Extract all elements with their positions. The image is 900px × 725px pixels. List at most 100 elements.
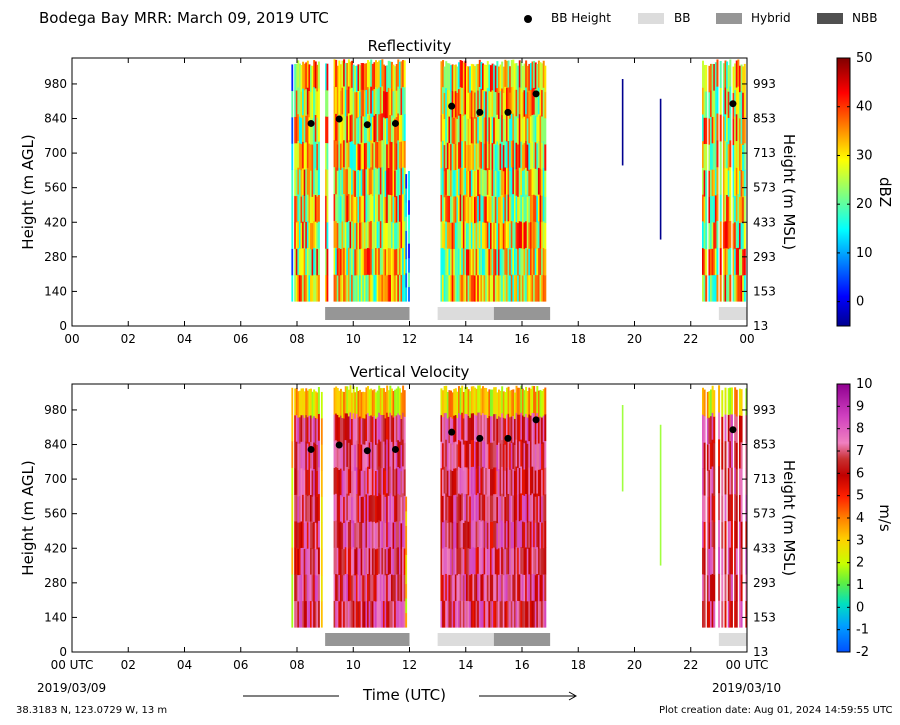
bb-height-point — [363, 447, 371, 455]
legend-bb-label: BB — [674, 11, 691, 25]
x-tick-label: 14 — [458, 658, 473, 672]
y-tick-label: 280 — [44, 250, 67, 264]
start-date-label: 2019/03/09 — [37, 681, 107, 695]
isolated-echo — [659, 98, 662, 240]
x-tick-label: 18 — [571, 658, 586, 672]
x-tick-label: 06 — [233, 332, 248, 346]
legend-bb-height-marker — [524, 15, 532, 23]
bb-type-segment — [325, 633, 410, 646]
bb-type-segment — [718, 633, 747, 646]
colorbar-tick-label: 6 — [856, 466, 864, 481]
bb-height-point — [729, 100, 737, 108]
y-tick-label: 140 — [44, 610, 67, 624]
isolated-echo — [621, 405, 624, 492]
colorbar-tick-label: 9 — [856, 399, 864, 414]
y-tick-label: 560 — [44, 507, 67, 521]
y-tick-label: 700 — [44, 472, 67, 486]
y-tick-label: 980 — [44, 403, 67, 417]
y-axis-label: Height (m AGL) — [19, 460, 37, 575]
colorbar-tick-label: 30 — [856, 148, 873, 163]
colorbar-tick-label: 10 — [856, 246, 873, 261]
y-tick-label-right: 853 — [753, 112, 776, 126]
x-tick-label: 22 — [683, 332, 698, 346]
x-tick-label: 16 — [514, 658, 529, 672]
x-tick-label: 02 — [121, 658, 136, 672]
bb-height-point — [476, 108, 484, 116]
bb-height-point — [307, 445, 315, 453]
colorbar-gradient — [836, 57, 851, 327]
x-tick-label: 10 — [346, 658, 361, 672]
isolated-echo — [621, 79, 624, 166]
x-tick-label: 18 — [571, 332, 586, 346]
x-tick-label: 10 — [346, 332, 361, 346]
panel-title: Reflectivity — [368, 37, 452, 55]
colorbar: 0 10 20 30 40 50 dBZ — [836, 51, 894, 327]
x-tick-label: 00 UTC — [726, 658, 769, 672]
colorbar-tick-label: 20 — [856, 197, 873, 212]
y-tick-label-right: 293 — [753, 576, 776, 590]
bb-height-point — [391, 119, 399, 127]
heatmap — [291, 385, 748, 628]
colorbar-tick-label: 3 — [856, 533, 864, 548]
colorbar-tick-label: 4 — [856, 511, 864, 526]
x-axis-label: Time (UTC) — [363, 686, 446, 704]
y-tick-label-right: 13 — [753, 645, 768, 659]
colorbar-label: m/s — [876, 504, 894, 532]
x-tick-label: 20 — [627, 332, 642, 346]
y-tick-label-right: 993 — [753, 403, 776, 417]
colorbar-tick-label: 8 — [856, 422, 864, 437]
colorbar-tick-label: 1 — [856, 578, 864, 593]
y-tick-label-right: 853 — [753, 438, 776, 452]
figure-title: Bodega Bay MRR: March 09, 2019 UTC — [39, 9, 329, 27]
bb-type-segment — [493, 307, 551, 320]
x-tick-label: 00 — [739, 332, 754, 346]
bb-height-point — [504, 108, 512, 116]
colorbar-tick-label: 5 — [856, 489, 864, 504]
isolated-echo — [659, 424, 662, 566]
colorbar: -2 -1 0 1 2 3 4 5 6 7 8 9 10 m/s — [836, 377, 894, 660]
y-tick-label-right: 713 — [753, 146, 776, 160]
y-tick-label-right: 153 — [753, 284, 776, 298]
legend-bb-height-label: BB Height — [551, 11, 611, 25]
x-tick-label: 16 — [514, 332, 529, 346]
x-tick-label: 08 — [289, 658, 304, 672]
bb-height-point — [448, 428, 456, 436]
y-axis-label: Height (m AGL) — [19, 134, 37, 249]
station-coordinates: 38.3183 N, 123.0729 W, 13 m — [16, 705, 168, 716]
colorbar-tick-label: 2 — [856, 556, 864, 571]
colorbar-tick-label: -1 — [856, 623, 869, 638]
plot-frame — [71, 383, 748, 653]
x-tick-label: 04 — [177, 658, 192, 672]
x-tick-label: 12 — [402, 658, 417, 672]
y-axis-label-right: Height (m MSL) — [780, 134, 798, 250]
end-date-label: 2019/03/10 — [712, 681, 782, 695]
legend-hybrid-label: Hybrid — [751, 11, 791, 25]
heatmap — [291, 59, 746, 302]
y-tick-label: 700 — [44, 146, 67, 160]
legend-bb-swatch — [638, 13, 664, 24]
colorbar-tick-label: -2 — [856, 645, 869, 660]
y-tick-label: 420 — [44, 215, 67, 229]
bb-height-point — [532, 90, 540, 98]
colorbar-tick-label: 40 — [856, 100, 873, 115]
x-tick-label: 22 — [683, 658, 698, 672]
bb-height-point — [448, 102, 456, 110]
legend-nbb-swatch — [817, 13, 843, 24]
y-tick-label-right: 293 — [753, 250, 776, 264]
y-tick-label-right: 13 — [753, 319, 768, 333]
bb-type-segment — [493, 633, 551, 646]
colorbar-tick-label: 50 — [856, 51, 873, 66]
time-axis-arrows — [243, 691, 578, 701]
x-tick-label: 00 UTC — [51, 658, 94, 672]
x-tick-label: 00 — [64, 332, 79, 346]
colorbar-tick-label: 10 — [856, 377, 873, 392]
y-tick-label-right: 433 — [753, 215, 776, 229]
bb-height-point — [307, 119, 315, 127]
y-axis-label-right: Height (m MSL) — [780, 460, 798, 576]
x-tick-label: 20 — [627, 658, 642, 672]
bb-height-point — [335, 441, 343, 449]
y-tick-label: 560 — [44, 181, 67, 195]
